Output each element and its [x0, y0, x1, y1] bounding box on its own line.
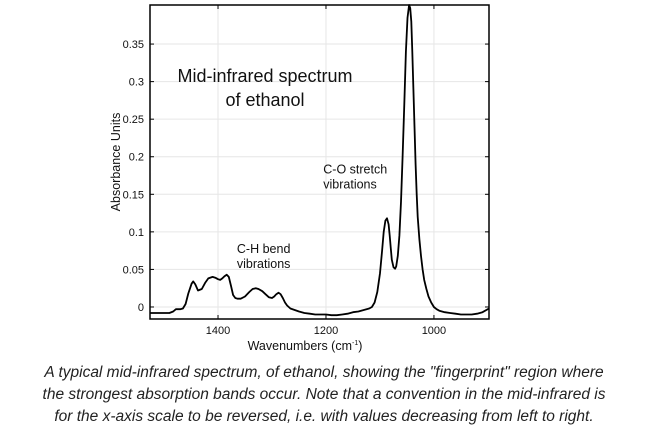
y-tick-label: 0.05: [123, 264, 144, 276]
gridlines: [150, 5, 489, 319]
annotation-line: C-H bend: [237, 242, 291, 256]
x-axis-label: Wavenumbers (cm-1): [248, 339, 363, 353]
x-tick-label: 1000: [422, 325, 446, 337]
y-tick-label: 0.15: [123, 189, 144, 201]
annotation-line: vibrations: [237, 257, 291, 271]
x-tick-label: 1400: [206, 325, 230, 337]
y-axis-label: Absorbance Units: [109, 113, 123, 212]
caption-line-3: for the x-axis scale to be reversed, i.e…: [54, 408, 594, 425]
y-tick-label: 0: [138, 302, 144, 314]
series-line-ethanol: [150, 4, 490, 317]
y-tick-label: 0.25: [123, 114, 144, 126]
chart-title: Mid-infrared spectrum of ethanol: [177, 66, 352, 110]
spectrum-chart: 0 0.05 0.1 0.15 0.2 0.25 0.3 0.35 1400 1200 1000 M…: [109, 4, 490, 353]
y-tick-label: 0.3: [129, 77, 144, 89]
x-axis-label-sup: -1: [352, 340, 358, 347]
annotation-co-stretch: C-O stretch vibrations: [323, 162, 387, 191]
annotation-line: vibrations: [323, 177, 377, 191]
plot-frame: [149, 4, 490, 320]
y-tick-label: 0.35: [123, 39, 144, 51]
y-tick-label: 0.2: [129, 152, 144, 164]
axis-ticks: 0 0.05 0.1 0.15 0.2 0.25 0.3 0.35 1400 1200 1000: [123, 5, 489, 337]
caption-line-1: A typical mid-infrared spectrum, of etha…: [44, 364, 604, 381]
annotation-ch-bend: C-H bend vibrations: [237, 242, 291, 271]
annotation-line: C-O stretch: [323, 162, 387, 176]
caption-line-2: the strongest absorption bands occur. No…: [42, 386, 606, 403]
chart-title-line-2: of ethanol: [225, 90, 304, 110]
x-tick-label: 1200: [314, 325, 338, 337]
x-axis-label-close: ): [358, 339, 362, 353]
x-axis-label-main: Wavenumbers (cm: [248, 339, 352, 353]
figure-caption: A typical mid-infrared spectrum, of etha…: [0, 362, 648, 428]
chart-title-line-1: Mid-infrared spectrum: [177, 66, 352, 86]
y-tick-label: 0.1: [129, 227, 144, 239]
